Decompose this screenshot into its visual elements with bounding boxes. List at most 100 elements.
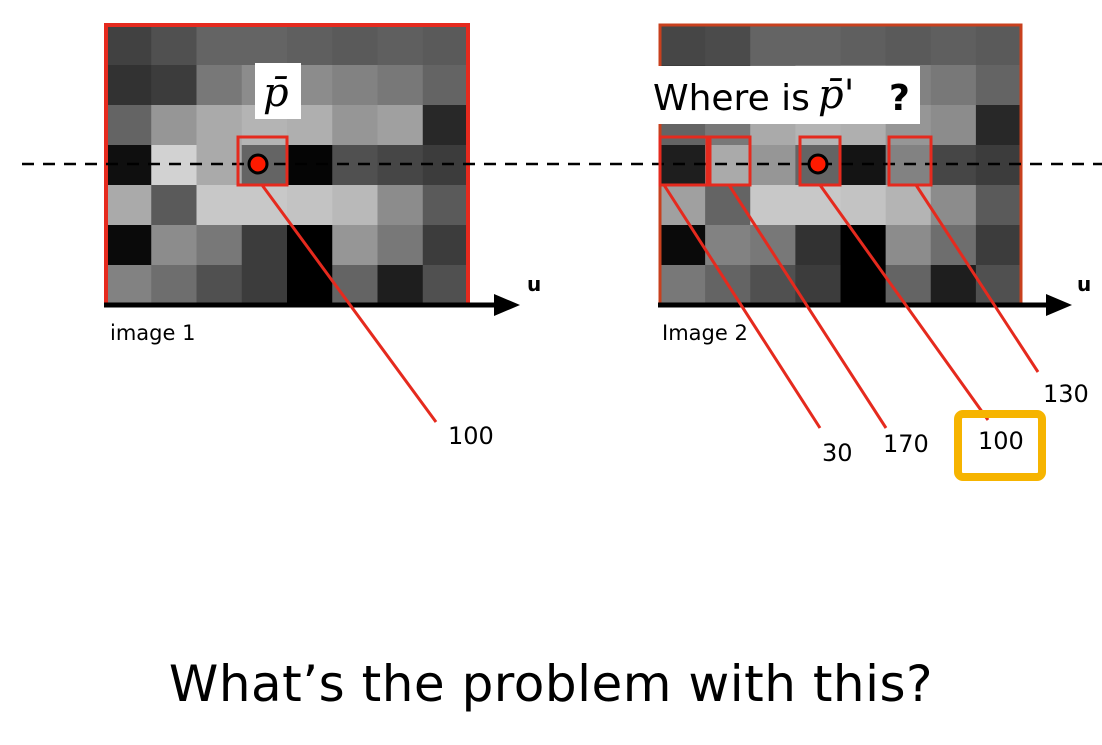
image1-pixel-r0-c0 bbox=[106, 25, 152, 66]
image1-pixel-r6-c6 bbox=[377, 265, 424, 306]
image1-pixel-r1-c7 bbox=[422, 65, 469, 106]
image1-pixel-r4-c1 bbox=[151, 185, 198, 226]
image2-point-marker bbox=[807, 153, 829, 175]
image1-pixel-r5-c6 bbox=[377, 225, 424, 266]
image1-pixel-r5-c7 bbox=[422, 225, 469, 266]
image2-pixel-r4-c4 bbox=[840, 185, 887, 226]
candidate-box-100 bbox=[798, 135, 842, 187]
image1-pixel-grid bbox=[106, 25, 469, 306]
candidate-value-170: 170 bbox=[883, 430, 929, 458]
image1-pixel-r6-c0 bbox=[106, 265, 152, 306]
image2-pixel-r0-c1 bbox=[705, 25, 751, 66]
image2-pixel-r0-c2 bbox=[750, 25, 796, 66]
image1-pixel-r3-c7 bbox=[422, 145, 469, 186]
image1-pixel-r2-c0 bbox=[106, 105, 152, 146]
leader-candidate-130 bbox=[914, 184, 1040, 373]
image2-label: Image 2 bbox=[662, 321, 748, 345]
image2-pixel-r6-c6 bbox=[930, 265, 977, 306]
image2-pixel-r1-c7 bbox=[975, 65, 1022, 106]
image1-pixel-r5-c3 bbox=[241, 225, 288, 266]
image2-pixel-r6-c0 bbox=[660, 265, 706, 306]
image2-pixel-r0-c5 bbox=[885, 25, 932, 66]
image1-pixel-r5-c2 bbox=[196, 225, 243, 266]
image1-pixel-r5-c5 bbox=[332, 225, 379, 266]
image1-pixel-r2-c5 bbox=[332, 105, 379, 146]
image1-pixel-r5-c1 bbox=[151, 225, 198, 266]
image2-point-label: p̄' bbox=[818, 72, 855, 118]
image2-question-text: Where is bbox=[653, 78, 810, 119]
image1-pixel-r1-c5 bbox=[332, 65, 379, 106]
image2-pixel-r3-c7 bbox=[975, 145, 1022, 186]
leader-image1-point bbox=[260, 184, 438, 423]
image1-pixel-r3-c1 bbox=[151, 145, 198, 186]
image1-label: image 1 bbox=[110, 321, 195, 345]
image1-pixel-r2-c7 bbox=[422, 105, 469, 146]
image1-pixel-r3-c4 bbox=[287, 145, 333, 186]
image1-pixel-r6-c3 bbox=[241, 265, 288, 306]
image1-pixel-r6-c2 bbox=[196, 265, 243, 306]
image2-pixel-r0-c6 bbox=[930, 25, 977, 66]
image1-pixel-r6-c1 bbox=[151, 265, 198, 306]
image2-u-axis bbox=[658, 294, 1072, 316]
image2-u-axis-label: u bbox=[1077, 272, 1091, 296]
image1-pixel-r6-c5 bbox=[332, 265, 379, 306]
image1-pixel-r6-c7 bbox=[422, 265, 469, 306]
image1-pixel-r4-c7 bbox=[422, 185, 469, 226]
image2-question-mark: ? bbox=[889, 78, 910, 119]
image1-point-marker bbox=[247, 153, 269, 175]
image2-pixel-r5-c5 bbox=[885, 225, 932, 266]
image1-pixel-r0-c6 bbox=[377, 25, 424, 66]
image2-pixel-r6-c2 bbox=[750, 265, 796, 306]
image2-pixel-r5-c0 bbox=[660, 225, 706, 266]
image1-pixel-r1-c0 bbox=[106, 65, 152, 106]
image1-pixel-r4-c0 bbox=[106, 185, 152, 226]
candidate-box-30 bbox=[658, 135, 709, 187]
image2-pixel-r5-c7 bbox=[975, 225, 1022, 266]
candidate-value-100: 100 bbox=[978, 427, 1024, 455]
image2-pixel-r3-c4 bbox=[840, 145, 887, 186]
image1-pixel-r0-c5 bbox=[332, 25, 379, 66]
candidate-value-130: 130 bbox=[1043, 380, 1089, 408]
image1-u-axis-label: u bbox=[527, 272, 541, 296]
image2-pixel-r3-c2 bbox=[750, 145, 796, 186]
leader-candidate-30 bbox=[662, 184, 822, 429]
image1-point-label-box bbox=[255, 63, 301, 119]
image2-pixel-r0-c7 bbox=[975, 25, 1022, 66]
image1-pixel-r1-c1 bbox=[151, 65, 198, 106]
image1-pixel-r4-c5 bbox=[332, 185, 379, 226]
image2-pixel-r0-c4 bbox=[840, 25, 887, 66]
image2-pixel-r2-c7 bbox=[975, 105, 1022, 146]
image2-question-box bbox=[648, 66, 920, 124]
leader-candidate-170 bbox=[727, 184, 888, 429]
image2-pixel-r3-c6 bbox=[930, 145, 977, 186]
image2-pixel-r6-c7 bbox=[975, 265, 1022, 306]
image1-pixel-r0-c7 bbox=[422, 25, 469, 66]
image1-pixel-r3-c5 bbox=[332, 145, 379, 186]
image1-pixel-r5-c4 bbox=[287, 225, 333, 266]
candidate-box-130 bbox=[887, 135, 933, 187]
image1-u-axis bbox=[104, 294, 520, 316]
candidate-box-170 bbox=[708, 135, 752, 187]
slide-question: What’s the problem with this? bbox=[168, 655, 934, 713]
image1-pixel-r2-c1 bbox=[151, 105, 198, 146]
image1-pixel-r4-c3 bbox=[241, 185, 288, 226]
image2-pixel-r4-c7 bbox=[975, 185, 1022, 226]
image2-pixel-r6-c4 bbox=[840, 265, 887, 306]
image1-selected-pixel bbox=[236, 135, 289, 187]
image2-pixel-r5-c3 bbox=[795, 225, 842, 266]
leader-candidate-100 bbox=[818, 184, 990, 421]
image2-pixel-r3-c5 bbox=[885, 145, 932, 186]
match-highlight-box bbox=[954, 410, 1046, 481]
image1-pixel-r1-c6 bbox=[377, 65, 424, 106]
image2-pixel-r4-c1 bbox=[705, 185, 751, 226]
image1-pixel-r3-c6 bbox=[377, 145, 424, 186]
image1-point-label: p̄ bbox=[263, 70, 289, 116]
image1-pixel-value: 100 bbox=[448, 422, 494, 450]
image2-pixel-r2-c6 bbox=[930, 105, 977, 146]
candidate-value-30: 30 bbox=[822, 439, 853, 467]
image2-pixel-r4-c5 bbox=[885, 185, 932, 226]
image1-pixel-r2-c6 bbox=[377, 105, 424, 146]
image1-pixel-r0-c3 bbox=[241, 25, 288, 66]
image1-pixel-r5-c0 bbox=[106, 225, 152, 266]
